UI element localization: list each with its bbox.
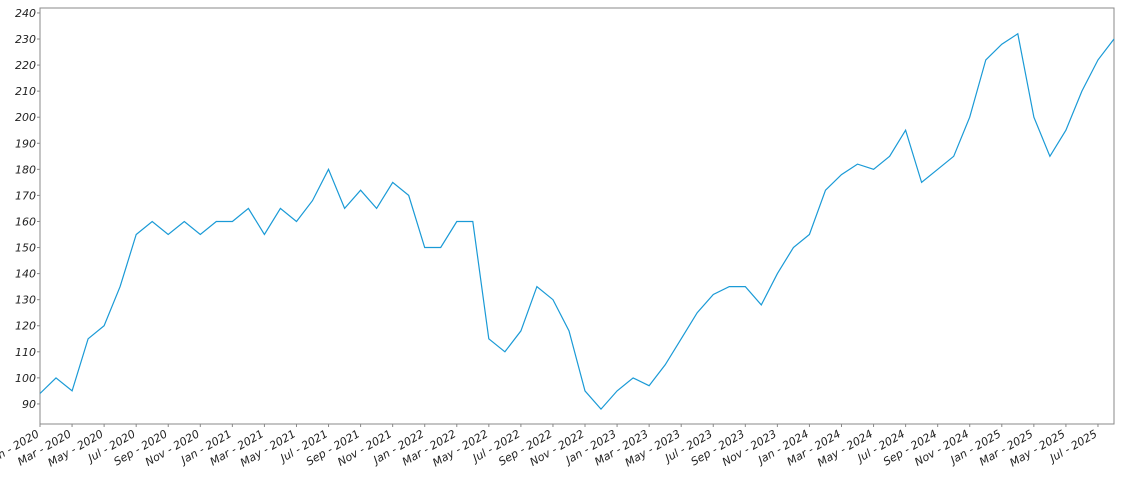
y-tick-label: 150 — [15, 242, 36, 255]
y-tick-label: 180 — [15, 163, 36, 176]
y-tick-label: 240 — [15, 7, 36, 20]
y-tick-label: 200 — [15, 111, 36, 124]
y-tick-label: 160 — [15, 215, 36, 228]
y-tick-label: 170 — [15, 189, 36, 202]
y-tick-label: 210 — [15, 85, 36, 98]
y-tick-label: 90 — [22, 398, 36, 411]
price-line — [39, 32, 1115, 411]
y-tick-label: 100 — [15, 372, 36, 385]
y-tick-label: 130 — [15, 294, 36, 307]
y-tick-label: 140 — [15, 268, 36, 281]
y-tick-label: 110 — [15, 346, 36, 359]
y-tick-label: 230 — [15, 33, 36, 46]
y-tick-label: 190 — [15, 137, 36, 150]
plot-frame — [39, 7, 1115, 425]
y-tick-label: 220 — [15, 59, 36, 72]
y-tick-label: 120 — [15, 320, 36, 333]
